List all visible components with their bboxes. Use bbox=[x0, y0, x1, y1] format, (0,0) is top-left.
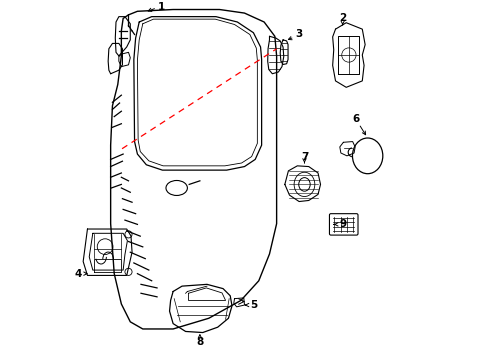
Text: 8: 8 bbox=[196, 337, 203, 347]
Text: 1: 1 bbox=[158, 2, 165, 12]
Text: 5: 5 bbox=[249, 300, 257, 310]
Text: 3: 3 bbox=[295, 29, 302, 39]
Text: 4: 4 bbox=[75, 269, 82, 279]
Text: 9: 9 bbox=[338, 219, 346, 229]
Text: 7: 7 bbox=[300, 152, 307, 162]
Text: 2: 2 bbox=[338, 13, 346, 23]
Text: 6: 6 bbox=[351, 114, 359, 125]
